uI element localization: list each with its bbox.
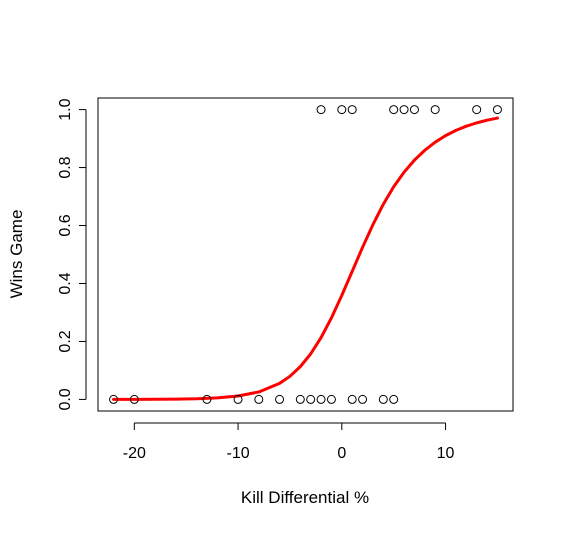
fit-curve-line: [112, 116, 499, 401]
x-tick-label: -10: [227, 445, 250, 462]
x-tick-label: 0: [337, 445, 346, 462]
data-point: [202, 394, 212, 404]
y-axis-title: Wins Game: [7, 210, 26, 299]
data-point: [316, 105, 326, 115]
data-point: [316, 394, 326, 404]
data-point: [337, 105, 347, 115]
y-tick-label: 0.0: [57, 388, 74, 410]
data-point: [326, 394, 336, 404]
data-point: [275, 394, 285, 404]
scatter-points: [109, 105, 502, 404]
data-point: [378, 394, 388, 404]
data-point: [358, 394, 368, 404]
plot-frame: [97, 97, 514, 412]
y-tick-label: 0.6: [57, 214, 74, 236]
data-point: [472, 105, 482, 115]
x-tick-label: 10: [437, 445, 455, 462]
data-point: [129, 394, 139, 404]
data-point: [254, 394, 264, 404]
data-point: [306, 394, 316, 404]
data-point: [109, 394, 119, 404]
data-point: [389, 394, 399, 404]
data-point: [409, 105, 419, 115]
y-tick-label: 0.4: [57, 272, 74, 294]
x-axis-title: Kill Differential %: [241, 488, 369, 507]
x-axis: -20 -10 0 10: [123, 422, 455, 462]
y-tick-label: 0.8: [57, 156, 74, 178]
y-tick-label: 0.2: [57, 330, 74, 352]
data-point: [347, 105, 357, 115]
fit-curve: [112, 116, 499, 401]
data-point: [295, 394, 305, 404]
data-point: [389, 105, 399, 115]
data-point: [492, 105, 502, 115]
data-point: [399, 105, 409, 115]
y-tick-label: 1.0: [57, 98, 74, 120]
data-point: [347, 394, 357, 404]
x-tick-label: -20: [123, 445, 146, 462]
data-point: [233, 394, 243, 404]
y-axis: 0.0 0.2 0.4 0.6 0.8 1.0: [57, 98, 87, 411]
data-point: [430, 105, 440, 115]
